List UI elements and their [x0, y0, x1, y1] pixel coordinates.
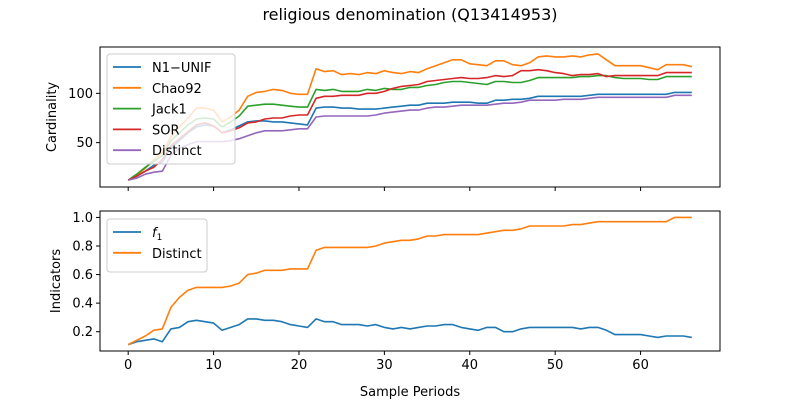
indicators-panel: 0 10 20 30 40 50 60 0.2 0.4 0.6 0.8 1.0 Indicators f1…	[49, 210, 721, 373]
legend-label-distinct: Distinct	[152, 247, 202, 262]
series-line-distinct	[127, 216, 692, 346]
y-tick-label: 100	[68, 87, 93, 102]
x-tick-label: 50	[547, 358, 564, 373]
legend-label-jack1: Jack1	[151, 103, 187, 118]
x-tick-label: 30	[376, 358, 393, 373]
legend: f1 Distinct	[106, 218, 208, 273]
y-tick-label: 1.0	[72, 211, 93, 226]
y-tick-label: 0.6	[72, 268, 93, 283]
x-tick-label: 10	[205, 358, 222, 373]
y-tick-label: 0.2	[72, 325, 93, 340]
x-tick-label: 60	[632, 358, 649, 373]
y-tick-label: 0.4	[72, 297, 93, 312]
series-line-f1	[127, 318, 692, 346]
legend-label-f1: f1	[152, 226, 162, 243]
legend-box	[106, 53, 236, 165]
legend-label-n1-unif: N1−UNIF	[152, 61, 211, 76]
cardinality-panel: 50 100 Cardinality N1−UNIF Chao92 Jack1 SOR Dis…	[45, 46, 721, 191]
y-tick-label: 50	[76, 136, 93, 151]
plot-frame	[99, 46, 721, 188]
figure-title: religious denomination (Q13414953)	[262, 5, 557, 24]
x-tick-label: 20	[291, 358, 308, 373]
y-axis-label: Indicators	[49, 249, 64, 313]
x-tick-label: 40	[462, 358, 479, 373]
legend-label-chao92: Chao92	[152, 82, 202, 97]
y-tick-label: 0.8	[72, 240, 93, 255]
legend-box	[106, 218, 208, 273]
legend-label-sor: SOR	[152, 123, 180, 138]
x-tick-label: 0	[124, 358, 132, 373]
legend: N1−UNIF Chao92 Jack1 SOR Distinct	[106, 53, 236, 165]
legend-label-distinct: Distinct	[152, 144, 202, 159]
y-axis-label: Cardinality	[45, 82, 60, 153]
plot-frame	[99, 210, 721, 352]
x-axis-label: Sample Periods	[360, 385, 460, 400]
